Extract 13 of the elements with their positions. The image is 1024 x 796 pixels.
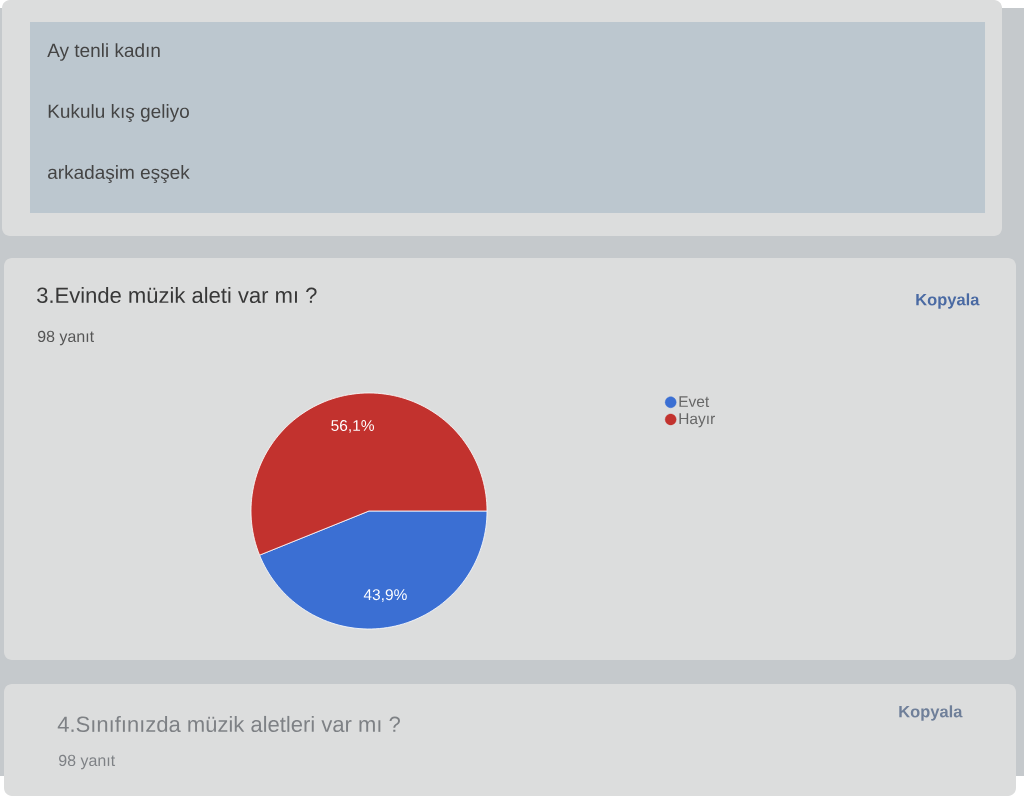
legend-label: Hayır xyxy=(679,413,715,428)
text: Kopyala xyxy=(899,705,963,721)
text: 98 yanıt xyxy=(37,330,94,346)
chart-title: 3.Evinde müzik aleti var mı ? xyxy=(37,286,317,304)
data-label: 43,9% xyxy=(363,589,407,602)
text: arkadaşim eşşek xyxy=(48,165,190,183)
text: 98 yanıt xyxy=(59,754,116,770)
text: Kukulu kış geliyo xyxy=(48,104,189,122)
text: Ay tenli kadın xyxy=(47,43,160,61)
text: Kopyala xyxy=(916,293,980,309)
legend-label: Evet xyxy=(679,396,710,408)
data-label: 56,1% xyxy=(331,420,375,433)
text: 4.Sınıfınızda müzik aletleri var mı ? xyxy=(57,715,400,733)
